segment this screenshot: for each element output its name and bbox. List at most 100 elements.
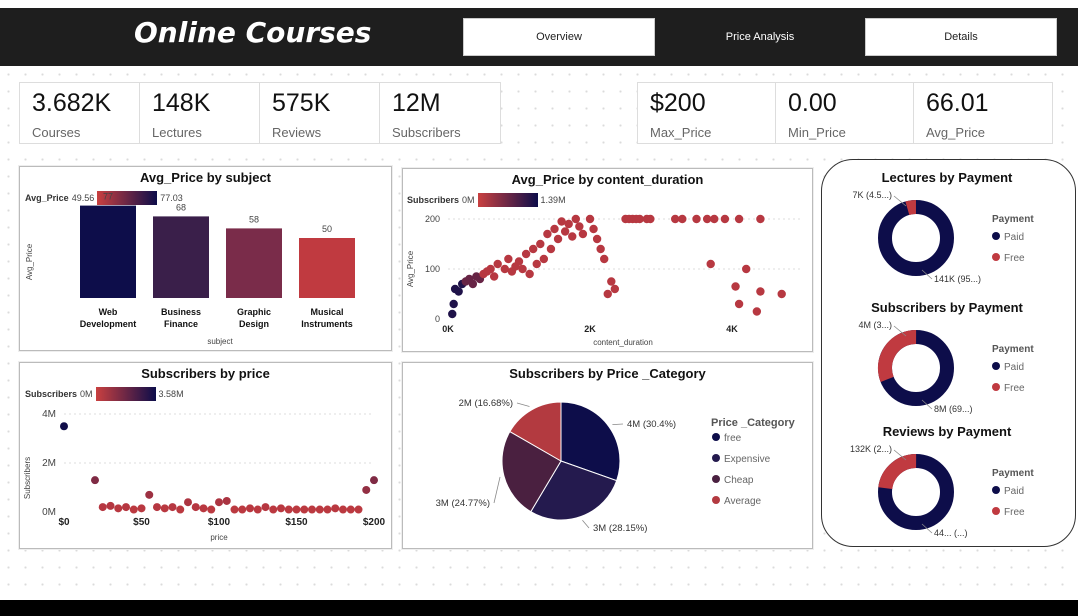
chart-avg-price-by-duration[interactable]: Avg_Price by content_duration Subscriber… <box>402 168 813 352</box>
data-point[interactable] <box>752 307 762 316</box>
data-point[interactable] <box>525 269 534 279</box>
data-point[interactable] <box>692 214 701 224</box>
data-point[interactable] <box>448 309 457 319</box>
data-point[interactable] <box>539 254 549 264</box>
data-point[interactable] <box>207 505 216 514</box>
data-point[interactable] <box>543 229 552 239</box>
pie-slice[interactable] <box>560 401 621 482</box>
data-point[interactable] <box>315 505 324 514</box>
data-point[interactable] <box>284 505 293 514</box>
data-point[interactable] <box>98 503 107 512</box>
data-point[interactable] <box>114 504 123 513</box>
data-point[interactable] <box>199 504 208 513</box>
data-point[interactable] <box>671 214 680 224</box>
data-point[interactable] <box>370 476 378 485</box>
data-point[interactable] <box>756 214 765 224</box>
data-point[interactable] <box>362 485 371 494</box>
bar[interactable] <box>299 238 355 298</box>
data-point[interactable] <box>253 505 262 514</box>
data-point[interactable] <box>129 505 138 514</box>
data-point[interactable] <box>514 257 524 266</box>
data-point[interactable] <box>557 217 566 226</box>
data-point[interactable] <box>222 496 231 505</box>
data-point[interactable] <box>230 505 239 514</box>
data-point[interactable] <box>176 505 185 514</box>
data-point[interactable] <box>504 254 513 264</box>
data-point[interactable] <box>710 214 719 224</box>
data-point[interactable] <box>560 227 570 236</box>
data-point[interactable] <box>646 214 655 224</box>
data-point[interactable] <box>60 422 68 431</box>
data-point[interactable] <box>731 282 740 291</box>
data-point[interactable] <box>536 239 545 249</box>
donut-free-arc[interactable] <box>876 328 956 408</box>
data-point[interactable] <box>160 504 169 513</box>
chart-subscribers-by-price-category[interactable]: Subscribers by Price _Category 4M (30.4%… <box>402 362 813 549</box>
data-point[interactable] <box>184 498 192 507</box>
bar[interactable] <box>153 216 209 298</box>
data-point[interactable] <box>191 503 200 512</box>
pie-slice[interactable] <box>501 430 562 513</box>
donut-free-arc[interactable] <box>878 454 954 530</box>
data-point[interactable] <box>578 229 588 239</box>
nav-overview-button[interactable]: Overview <box>463 18 655 56</box>
data-point[interactable] <box>493 259 502 269</box>
data-point[interactable] <box>246 504 254 513</box>
data-point[interactable] <box>635 214 644 224</box>
data-point[interactable] <box>454 287 463 296</box>
data-point[interactable] <box>742 264 751 274</box>
data-point[interactable] <box>585 214 595 224</box>
data-point[interactable] <box>145 490 154 499</box>
bar[interactable] <box>80 205 136 298</box>
data-point[interactable] <box>678 214 687 224</box>
data-point[interactable] <box>323 505 332 514</box>
data-point[interactable] <box>600 254 609 264</box>
data-point[interactable] <box>500 264 509 274</box>
data-point[interactable] <box>339 505 347 514</box>
data-point[interactable] <box>277 504 285 513</box>
data-point[interactable] <box>706 259 715 269</box>
data-point[interactable] <box>592 234 602 244</box>
data-point[interactable] <box>122 503 130 512</box>
bar[interactable] <box>226 228 282 298</box>
data-point[interactable] <box>300 505 309 514</box>
data-point[interactable] <box>720 214 730 224</box>
data-point[interactable] <box>331 504 340 513</box>
data-point[interactable] <box>238 505 247 514</box>
data-point[interactable] <box>91 476 99 485</box>
data-point[interactable] <box>596 244 605 254</box>
data-point[interactable] <box>468 279 478 289</box>
data-point[interactable] <box>168 503 177 512</box>
data-point[interactable] <box>106 501 115 510</box>
data-point[interactable] <box>568 232 577 241</box>
data-point[interactable] <box>521 249 531 259</box>
pie-slice[interactable] <box>509 401 562 462</box>
data-point[interactable] <box>153 503 161 512</box>
data-point[interactable] <box>603 289 612 299</box>
data-point[interactable] <box>292 505 301 514</box>
data-point[interactable] <box>702 214 712 224</box>
data-point[interactable] <box>346 505 355 514</box>
data-point[interactable] <box>532 259 541 269</box>
chart-subscribers-by-price[interactable]: Subscribers by price Subscribers 0M 3.58… <box>19 362 392 549</box>
data-point[interactable] <box>575 222 584 231</box>
data-point[interactable] <box>215 498 223 507</box>
nav-details-button[interactable]: Details <box>865 18 1057 56</box>
data-point[interactable] <box>518 264 527 274</box>
data-point[interactable] <box>489 272 499 281</box>
data-point[interactable] <box>529 244 538 254</box>
data-point[interactable] <box>610 284 620 294</box>
nav-price-analysis-button[interactable]: Price Analysis <box>664 18 856 56</box>
data-point[interactable] <box>550 224 559 234</box>
data-point[interactable] <box>546 244 556 254</box>
data-point[interactable] <box>777 289 786 299</box>
data-point[interactable] <box>553 234 563 244</box>
data-point[interactable] <box>734 299 744 309</box>
data-point[interactable] <box>486 264 495 274</box>
donut-paid-arc[interactable] <box>878 200 954 276</box>
data-point[interactable] <box>261 503 270 512</box>
data-point[interactable] <box>137 504 146 513</box>
data-point[interactable] <box>589 224 598 234</box>
data-point[interactable] <box>354 505 363 514</box>
data-point[interactable] <box>734 214 744 224</box>
